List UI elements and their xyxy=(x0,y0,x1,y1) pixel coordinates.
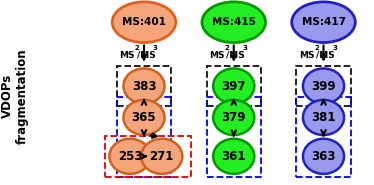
Text: 2: 2 xyxy=(314,45,319,51)
Text: 271: 271 xyxy=(150,150,174,163)
Ellipse shape xyxy=(213,100,254,135)
Text: 383: 383 xyxy=(132,80,156,92)
Ellipse shape xyxy=(202,2,266,43)
Text: 379: 379 xyxy=(221,111,246,124)
Ellipse shape xyxy=(112,2,176,43)
Ellipse shape xyxy=(303,68,344,104)
Ellipse shape xyxy=(292,2,355,43)
Text: /MS: /MS xyxy=(226,51,245,60)
Text: MS: MS xyxy=(299,51,314,60)
Ellipse shape xyxy=(109,139,150,174)
Ellipse shape xyxy=(123,100,165,135)
Text: 3: 3 xyxy=(332,45,337,51)
Text: 2: 2 xyxy=(224,45,229,51)
Ellipse shape xyxy=(141,139,183,174)
Text: MS: MS xyxy=(119,51,135,60)
Ellipse shape xyxy=(123,68,165,104)
Text: 2: 2 xyxy=(135,45,140,51)
Text: 361: 361 xyxy=(221,150,246,163)
Text: 365: 365 xyxy=(132,111,156,124)
Ellipse shape xyxy=(213,68,254,104)
Text: /MS: /MS xyxy=(137,51,155,60)
Text: MS:415: MS:415 xyxy=(212,17,256,27)
Text: /MS: /MS xyxy=(316,51,335,60)
Text: 363: 363 xyxy=(311,150,336,163)
Ellipse shape xyxy=(213,139,254,174)
Text: 399: 399 xyxy=(311,80,336,92)
Text: 3: 3 xyxy=(153,45,157,51)
Text: 381: 381 xyxy=(311,111,336,124)
Text: VDOPs
fragmentation: VDOPs fragmentation xyxy=(1,48,29,144)
Text: 397: 397 xyxy=(221,80,246,92)
Text: MS:401: MS:401 xyxy=(122,17,166,27)
Text: MS: MS xyxy=(209,51,224,60)
Text: 253: 253 xyxy=(118,150,142,163)
Text: MS:417: MS:417 xyxy=(301,17,346,27)
Ellipse shape xyxy=(303,139,344,174)
Text: 3: 3 xyxy=(242,45,247,51)
Ellipse shape xyxy=(303,100,344,135)
